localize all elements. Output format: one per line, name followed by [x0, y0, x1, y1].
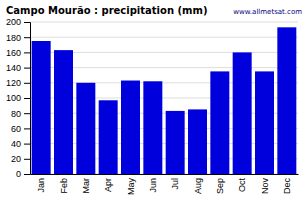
x-tick-label: Mar — [81, 178, 91, 194]
y-tick-label: 40 — [11, 139, 21, 149]
x-tick: Sep — [215, 178, 225, 194]
x-tick: Feb — [59, 178, 69, 194]
y-tick-mark — [24, 159, 30, 160]
x-tick: Jan — [36, 178, 46, 193]
y-tick-mark — [24, 174, 30, 175]
y-tick: 20 — [11, 154, 30, 164]
watermark: www.allmetsat.com — [233, 8, 302, 16]
y-axis: 0 20 40 60 80 100 120 140 160 180 200 — [6, 17, 31, 179]
y-tick-label: 200 — [6, 17, 21, 27]
bar — [121, 81, 140, 174]
y-tick: 160 — [6, 48, 30, 58]
title: Campo Mourão : precipitation (mm) — [6, 5, 207, 16]
y-tick: 100 — [6, 93, 30, 103]
x-tick: Nov — [260, 178, 270, 195]
bar — [255, 71, 274, 174]
x-tick-label: Jul — [170, 178, 180, 190]
bar — [32, 41, 51, 174]
y-tick: 60 — [11, 124, 30, 134]
y-tick-mark — [24, 128, 30, 129]
x-tick: Apr — [103, 178, 113, 192]
bar — [188, 109, 207, 174]
grid-line — [30, 22, 298, 23]
x-tick: May — [126, 178, 136, 196]
bar — [143, 81, 162, 174]
y-tick-mark — [24, 113, 30, 114]
x-tick-label: Nov — [260, 178, 270, 195]
x-tick-label: Apr — [103, 178, 113, 192]
x-tick: Jun — [148, 178, 158, 193]
y-tick-mark — [24, 144, 30, 145]
y-tick: 200 — [6, 17, 30, 27]
y-tick-mark — [24, 98, 30, 99]
bar — [277, 27, 296, 174]
x-tick: Mar — [81, 178, 91, 194]
y-tick-mark — [24, 22, 30, 23]
bars — [32, 27, 297, 174]
x-tick-label: Feb — [59, 178, 69, 194]
y-tick-label: 80 — [11, 109, 21, 119]
x-tick-label: Dec — [282, 178, 292, 195]
plot: 0 20 40 60 80 100 120 140 160 180 200 Jan Feb Mar Apr M… — [6, 17, 299, 195]
y-tick-label: 120 — [6, 78, 21, 88]
bar — [210, 71, 229, 174]
y-tick-mark — [24, 37, 30, 38]
y-tick-label: 160 — [6, 48, 21, 58]
bar — [76, 83, 95, 174]
x-tick: Dec — [282, 178, 292, 195]
x-tick-label: Jun — [148, 178, 158, 193]
bar — [99, 100, 118, 174]
x-tick-label: Jan — [36, 178, 46, 193]
x-tick: Aug — [193, 178, 203, 194]
bar — [166, 111, 185, 174]
x-tick: Oct — [237, 178, 247, 193]
y-tick-label: 100 — [6, 93, 21, 103]
chart: 0 20 40 60 80 100 120 140 160 180 200 Jan Feb Mar Apr M… — [0, 0, 306, 200]
x-tick-label: Aug — [193, 178, 203, 194]
y-tick: 0 — [16, 169, 30, 179]
y-tick: 80 — [11, 109, 30, 119]
y-tick: 40 — [11, 139, 30, 149]
y-tick: 180 — [6, 33, 30, 43]
y-tick-label: 60 — [11, 124, 21, 134]
y-tick-label: 180 — [6, 33, 21, 43]
x-axis: Jan Feb Mar Apr May Jun Jul Aug Sep Oct Nov Dec — [31, 175, 299, 196]
y-tick: 140 — [6, 63, 30, 73]
y-tick: 120 — [6, 78, 30, 88]
y-tick-label: 0 — [16, 169, 21, 179]
grid — [30, 22, 298, 174]
grid-line — [30, 37, 298, 38]
x-tick-label: Sep — [215, 178, 225, 194]
x-axis-line — [31, 174, 299, 175]
y-axis-line — [24, 23, 31, 175]
x-tick: Jul — [170, 178, 180, 190]
y-tick-mark — [24, 52, 30, 53]
y-tick-label: 20 — [11, 154, 21, 164]
y-tick-label: 140 — [6, 63, 21, 73]
x-tick-label: May — [126, 178, 136, 196]
y-tick-mark — [24, 83, 30, 84]
y-tick-mark — [24, 68, 30, 69]
bar — [54, 50, 73, 174]
bar — [233, 52, 252, 174]
x-tick-label: Oct — [237, 178, 247, 193]
